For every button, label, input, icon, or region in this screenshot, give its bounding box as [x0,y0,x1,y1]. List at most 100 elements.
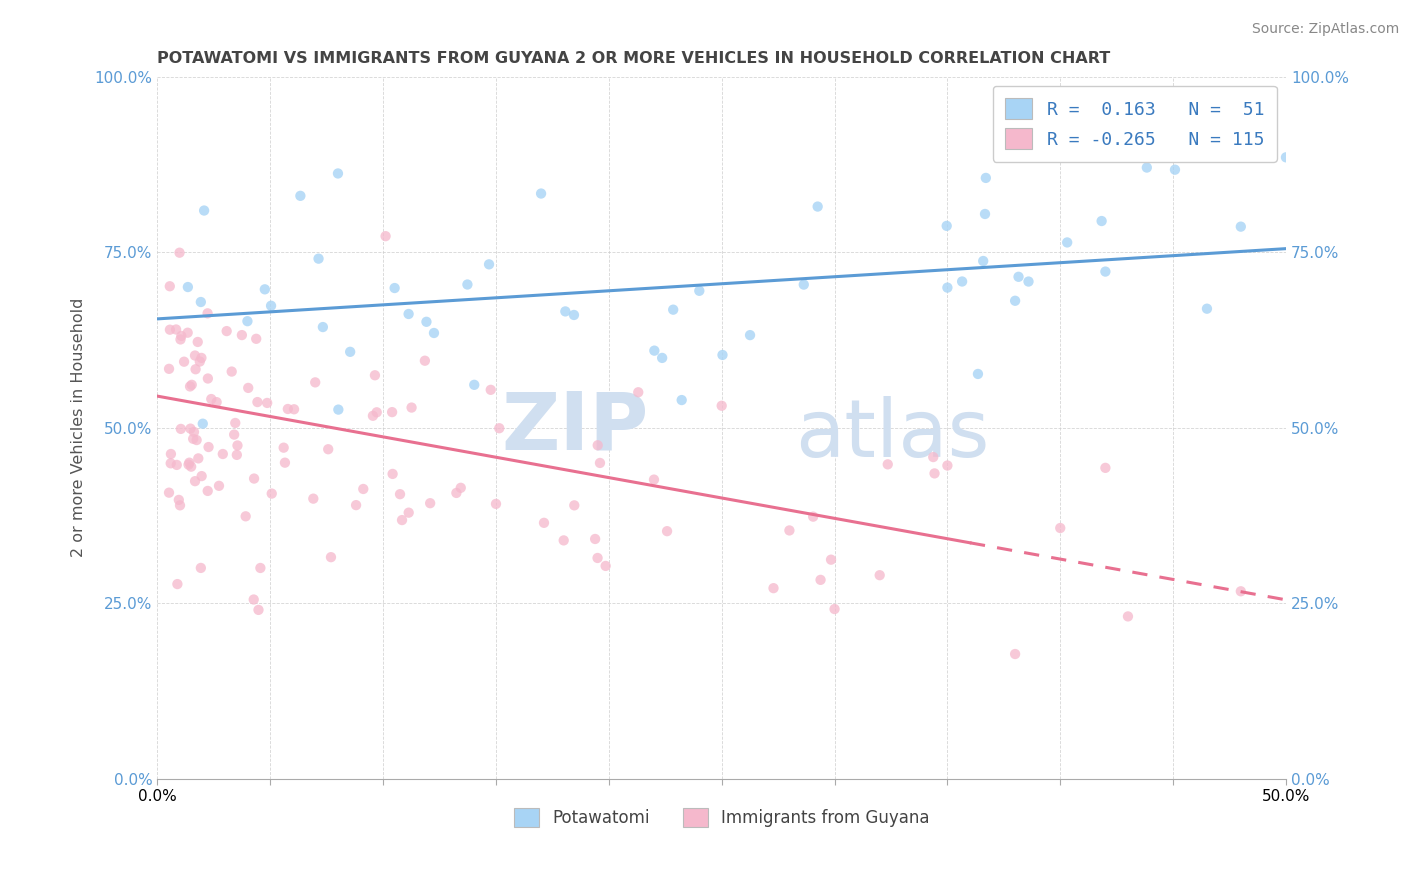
Y-axis label: 2 or more Vehicles in Household: 2 or more Vehicles in Household [72,298,86,558]
Point [1230,584,1253,599]
Point [290,189,312,203]
Point [415,315,437,329]
Point [553,533,575,548]
Point [1049,521,1071,535]
Point [643,473,665,487]
Point [1195,301,1218,316]
Point [384,281,406,295]
Point [456,277,478,292]
Text: Source: ZipAtlas.com: Source: ZipAtlas.com [1251,22,1399,37]
Point [583,532,606,546]
Point [1320,161,1343,176]
Point [389,487,412,501]
Point [711,348,734,362]
Point [191,417,214,431]
Point [316,442,339,457]
Point [381,467,404,481]
Point [398,506,420,520]
Point [651,351,673,365]
Point [187,451,209,466]
Point [1004,647,1026,661]
Point [200,392,222,406]
Point [922,450,945,464]
Point [738,328,761,343]
Point [801,509,824,524]
Point [225,448,247,462]
Point [179,379,201,393]
Point [157,361,180,376]
Point [159,323,181,337]
Point [157,485,180,500]
Point [328,402,350,417]
Point [169,499,191,513]
Point [366,405,388,419]
Point [1091,214,1114,228]
Point [170,422,193,436]
Point [488,421,510,435]
Point [247,603,270,617]
Point [166,458,188,472]
Point [190,561,212,575]
Point [197,371,219,385]
Point [401,401,423,415]
Point [184,362,207,376]
Point [936,458,959,473]
Point [190,351,212,365]
Point [974,170,997,185]
Point [169,333,191,347]
Point [184,349,207,363]
Point [160,447,183,461]
Point [530,186,553,201]
Point [197,306,219,320]
Point [221,365,243,379]
Point [352,482,374,496]
Point [1275,150,1298,164]
Point [253,282,276,296]
Point [167,492,190,507]
Point [188,354,211,368]
Point [308,252,330,266]
Point [165,322,187,336]
Point [924,467,946,481]
Point [179,422,201,436]
Point [304,376,326,390]
Point [807,200,830,214]
Point [374,229,396,244]
Point [364,368,387,383]
Point [224,416,246,430]
Point [208,479,231,493]
Point [869,568,891,582]
Point [562,308,585,322]
Point [177,458,200,472]
Point [180,459,202,474]
Point [273,441,295,455]
Point [595,558,617,573]
Point [554,304,576,318]
Point [283,402,305,417]
Point [446,486,468,500]
Point [533,516,555,530]
Point [277,402,299,417]
Point [205,395,228,409]
Point [423,326,446,340]
Point [169,245,191,260]
Point [967,367,990,381]
Point [243,472,266,486]
Point [184,474,207,488]
Point [778,524,800,538]
Point [1056,235,1078,250]
Text: POTAWATOMI VS IMMIGRANTS FROM GUYANA 2 OR MORE VEHICLES IN HOUSEHOLD CORRELATION: POTAWATOMI VS IMMIGRANTS FROM GUYANA 2 O… [157,51,1111,66]
Point [450,481,472,495]
Point [562,499,585,513]
Point [180,377,202,392]
Point [824,602,846,616]
Point [236,314,259,328]
Point [179,456,201,470]
Point [224,427,246,442]
Point [274,456,297,470]
Point [1094,461,1116,475]
Point [181,432,204,446]
Point [173,354,195,368]
Point [972,254,994,268]
Point [176,326,198,340]
